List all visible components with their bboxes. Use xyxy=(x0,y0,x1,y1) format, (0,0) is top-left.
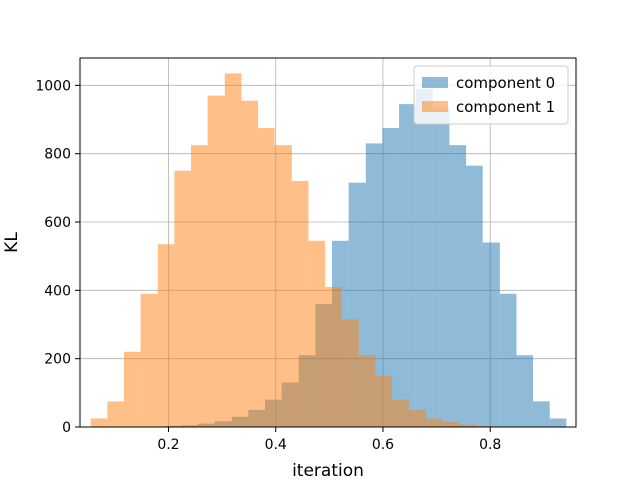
histogram-bar xyxy=(157,244,175,427)
x-tick-label: 0.4 xyxy=(265,437,287,453)
histogram-bar xyxy=(475,425,493,427)
histogram-bar xyxy=(258,128,275,427)
y-tick-label: 200 xyxy=(44,352,71,368)
histogram-bar xyxy=(516,355,534,427)
axis-ticks: 0.2 0.4 0.6 0.8 0 200 400 600 800 1000 xyxy=(35,78,501,453)
histogram-bar xyxy=(308,240,326,427)
legend-box xyxy=(413,65,569,125)
histogram-bar xyxy=(459,424,476,427)
histogram-bar xyxy=(533,401,550,427)
histogram-bars xyxy=(90,73,567,428)
plot-area-frame xyxy=(79,57,577,428)
histogram-bar xyxy=(325,286,342,427)
histogram-bar xyxy=(174,170,191,427)
x-tick-label: 0.6 xyxy=(372,437,394,453)
histogram-bar xyxy=(341,319,359,427)
histogram-bar xyxy=(90,418,108,427)
histogram-bar xyxy=(123,351,141,427)
legend-entry-label: component 1 xyxy=(456,98,555,116)
histogram-bar xyxy=(224,73,242,427)
histogram-bar xyxy=(392,399,409,427)
histogram-bar xyxy=(442,421,460,427)
legend-swatch xyxy=(422,77,448,88)
y-tick-label: 600 xyxy=(44,215,71,231)
y-axis-label: KL xyxy=(2,232,22,253)
histogram-bar xyxy=(399,104,416,427)
histogram-bar xyxy=(375,375,393,427)
legend-swatch xyxy=(422,101,448,112)
histogram-bar xyxy=(425,418,443,427)
histogram-bar xyxy=(449,145,467,427)
histogram-bar xyxy=(408,409,426,427)
histogram-bar xyxy=(499,293,517,427)
y-tick-label: 0 xyxy=(62,420,71,436)
histogram-bar xyxy=(207,95,225,427)
histogram-bar xyxy=(291,181,309,427)
histogram-bar xyxy=(358,355,376,427)
histogram-bar xyxy=(466,165,483,427)
x-axis-label: iteration xyxy=(292,461,364,480)
histogram-bar xyxy=(274,145,292,427)
y-tick-label: 1000 xyxy=(35,78,71,94)
x-tick-label: 0.8 xyxy=(479,437,501,453)
series-1-bars xyxy=(90,73,493,427)
legend: component 0 component 1 xyxy=(413,65,569,125)
histogram-bar xyxy=(140,293,158,427)
histogram-bar xyxy=(432,107,450,428)
histogram-bar xyxy=(107,401,124,427)
legend-entry-label: component 0 xyxy=(456,74,555,92)
histogram-bar xyxy=(190,145,208,427)
y-tick-label: 800 xyxy=(44,147,71,163)
y-tick-label: 400 xyxy=(44,283,71,299)
histogram-bar xyxy=(241,100,259,427)
histogram-bar xyxy=(415,88,433,427)
x-tick-label: 0.2 xyxy=(157,437,179,453)
histogram-bar xyxy=(382,128,400,427)
histogram-bar xyxy=(549,418,567,427)
histogram-bar xyxy=(482,242,500,427)
